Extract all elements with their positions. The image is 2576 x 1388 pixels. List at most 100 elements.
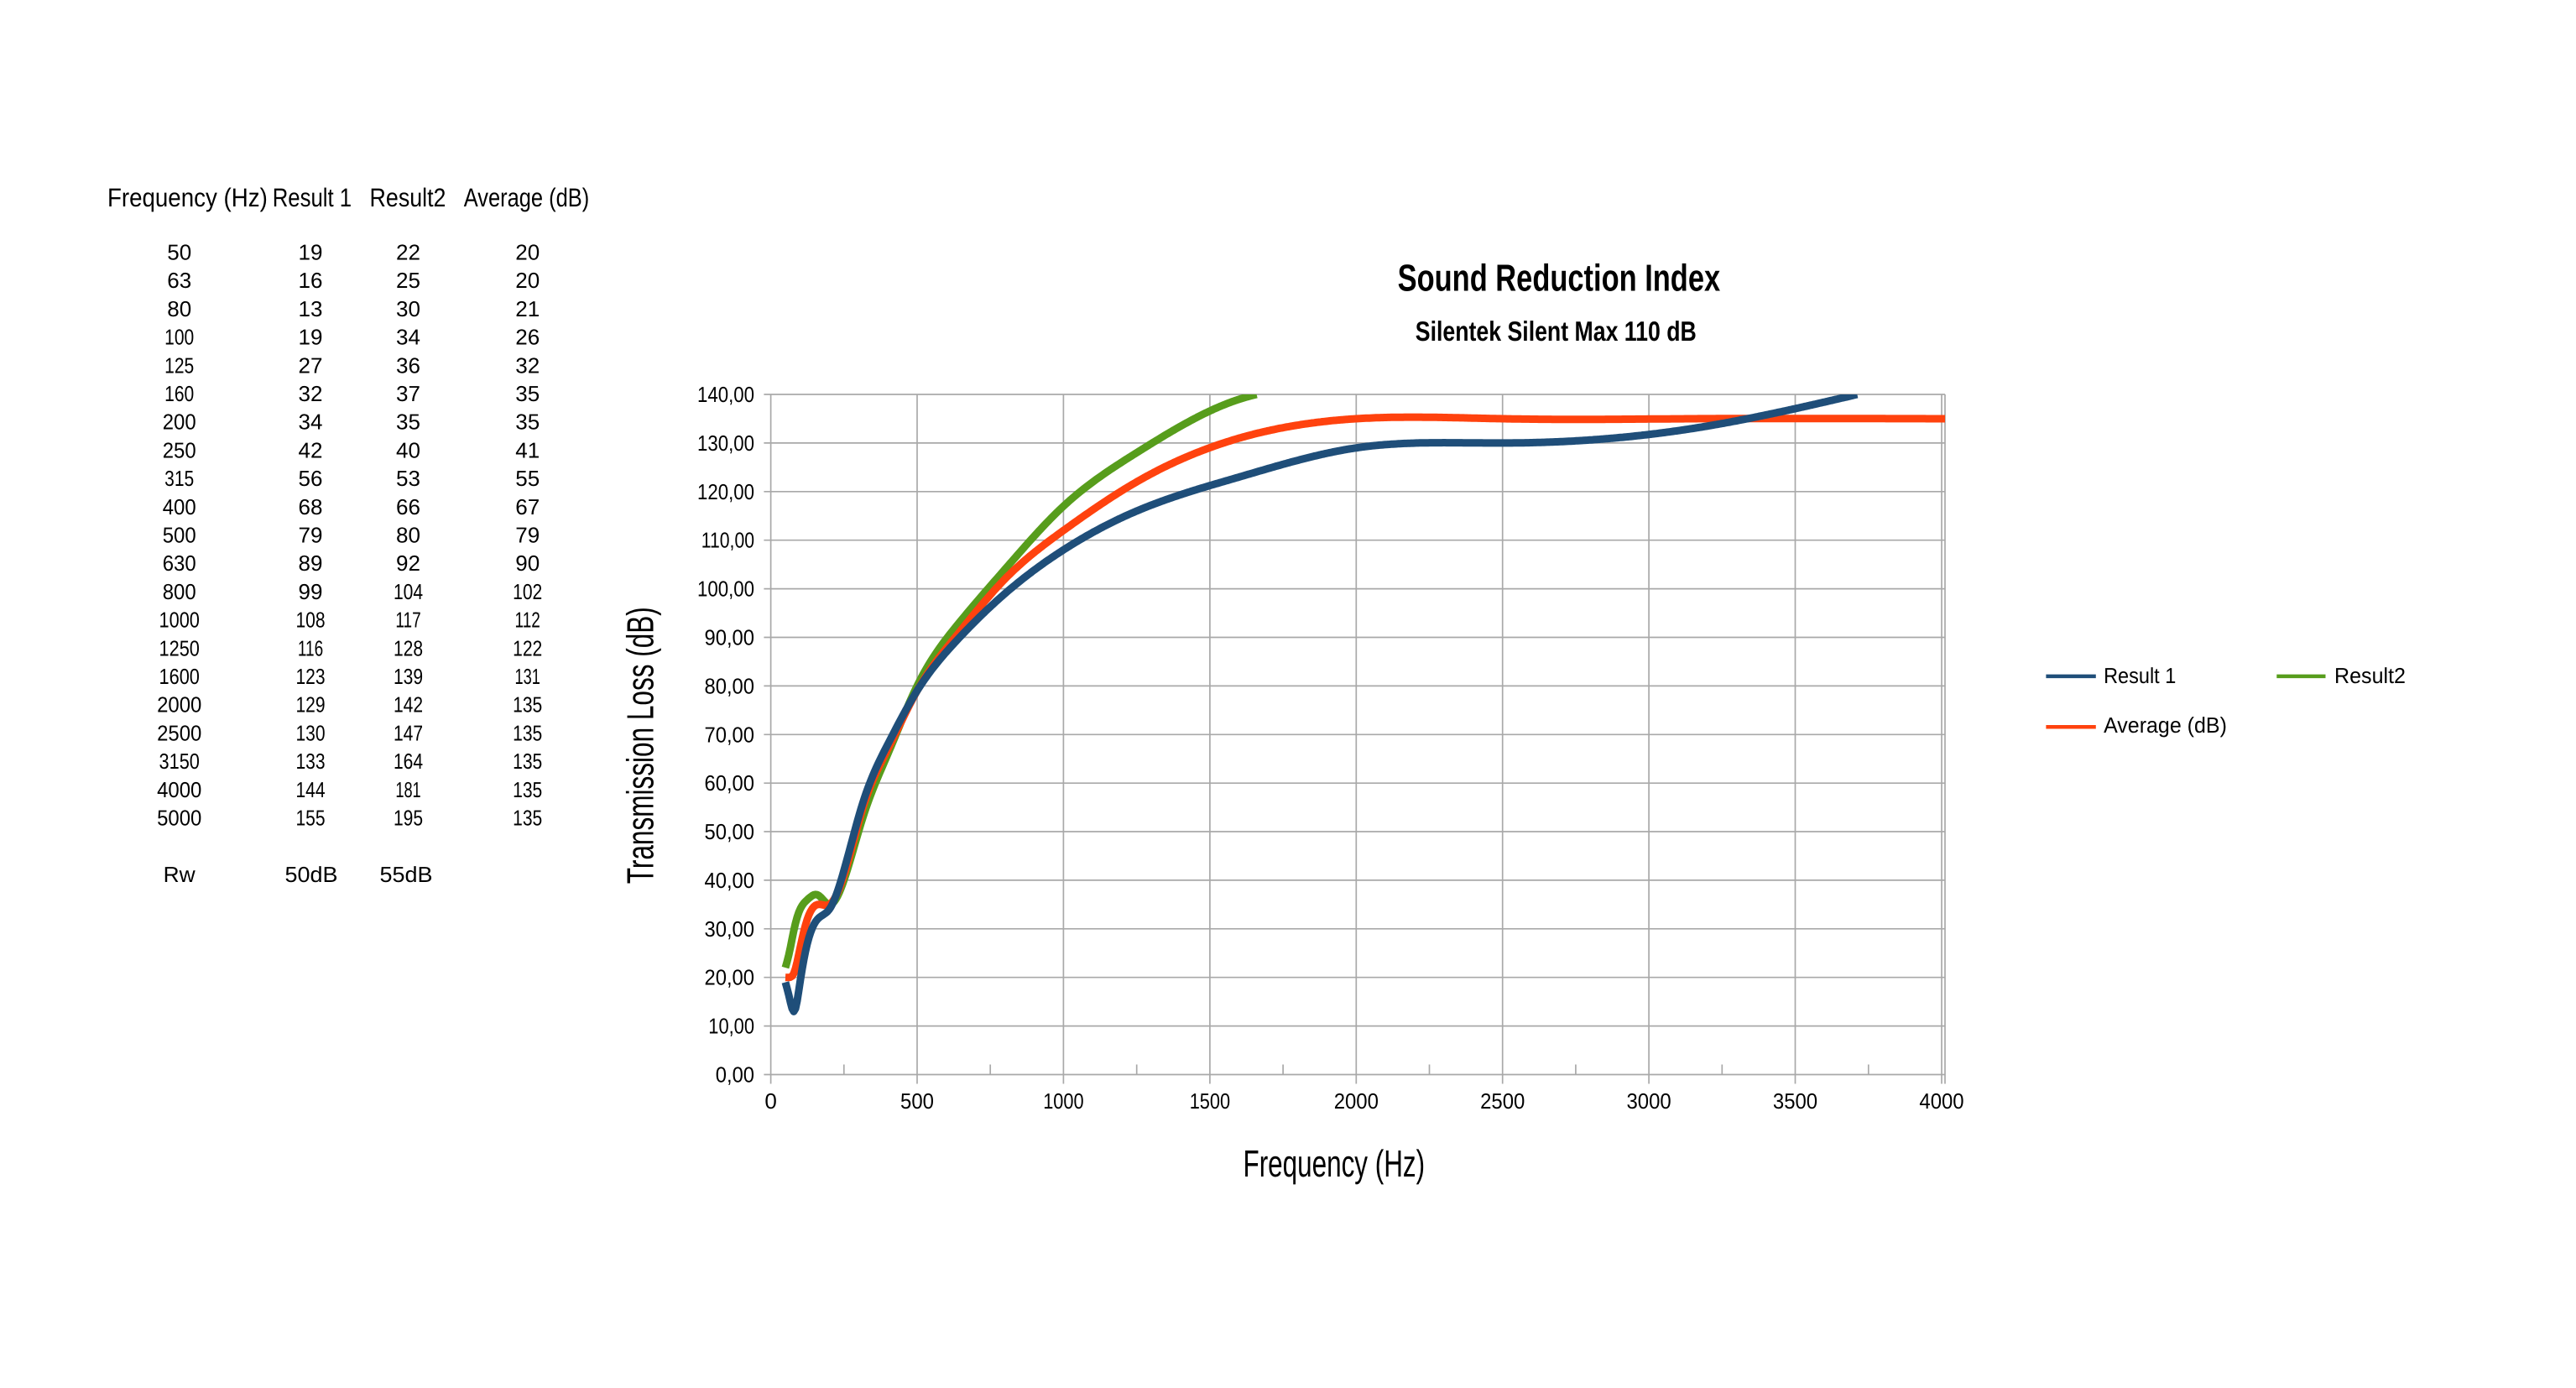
svg-text:22: 22	[396, 240, 420, 265]
svg-text:50,00: 50,00	[705, 819, 755, 844]
svg-text:Result2: Result2	[370, 183, 446, 212]
svg-text:89: 89	[299, 551, 323, 576]
svg-text:79: 79	[299, 523, 323, 548]
svg-text:Result 1: Result 1	[2104, 663, 2176, 688]
svg-text:19: 19	[299, 325, 323, 350]
svg-text:Silentek Silent Max 110 dB: Silentek Silent Max 110 dB	[1416, 316, 1697, 347]
svg-text:63: 63	[167, 268, 191, 293]
svg-text:40,00: 40,00	[705, 868, 755, 893]
svg-text:142: 142	[394, 692, 423, 717]
svg-text:30: 30	[396, 296, 420, 321]
svg-text:160: 160	[164, 381, 194, 406]
svg-text:35: 35	[396, 410, 420, 435]
svg-text:32: 32	[299, 381, 323, 406]
svg-text:135: 135	[513, 749, 542, 774]
svg-text:80: 80	[396, 523, 420, 548]
svg-text:67: 67	[515, 494, 540, 519]
svg-text:129: 129	[295, 692, 325, 717]
svg-text:500: 500	[900, 1088, 934, 1114]
svg-text:133: 133	[295, 749, 325, 774]
svg-text:1000: 1000	[159, 608, 200, 633]
svg-text:41: 41	[515, 437, 540, 462]
svg-text:400: 400	[163, 494, 196, 519]
svg-text:16: 16	[299, 268, 323, 293]
svg-text:800: 800	[163, 579, 196, 604]
svg-text:0,00: 0,00	[716, 1062, 754, 1088]
svg-text:1500: 1500	[1190, 1088, 1230, 1114]
svg-text:34: 34	[299, 410, 323, 435]
svg-text:102: 102	[513, 579, 542, 604]
svg-text:135: 135	[513, 720, 542, 745]
svg-text:116: 116	[298, 635, 323, 660]
svg-text:108: 108	[295, 608, 325, 633]
svg-text:140,00: 140,00	[697, 382, 754, 407]
svg-text:42: 42	[299, 437, 323, 462]
svg-text:19: 19	[299, 240, 323, 265]
svg-text:2500: 2500	[157, 720, 201, 745]
svg-text:200: 200	[163, 410, 196, 435]
svg-text:99: 99	[299, 579, 323, 604]
svg-text:Result2: Result2	[2334, 663, 2406, 688]
svg-text:0: 0	[764, 1088, 776, 1114]
svg-text:250: 250	[163, 437, 196, 462]
svg-text:25: 25	[396, 268, 420, 293]
svg-text:66: 66	[396, 494, 420, 519]
svg-text:1250: 1250	[159, 635, 200, 660]
svg-text:110,00: 110,00	[701, 528, 754, 553]
svg-text:90: 90	[515, 551, 540, 576]
svg-text:60,00: 60,00	[705, 770, 755, 796]
svg-text:3500: 3500	[1773, 1088, 1817, 1114]
svg-text:36: 36	[396, 352, 420, 378]
svg-text:120,00: 120,00	[697, 479, 754, 504]
svg-text:55: 55	[515, 466, 540, 491]
svg-text:26: 26	[515, 325, 540, 350]
svg-text:21: 21	[515, 296, 540, 321]
svg-text:Transmission Loss (dB): Transmission Loss (dB)	[619, 607, 662, 884]
svg-text:100,00: 100,00	[697, 577, 754, 602]
svg-text:135: 135	[513, 692, 542, 717]
svg-text:27: 27	[299, 352, 323, 378]
svg-text:2000: 2000	[157, 692, 201, 717]
svg-text:50: 50	[167, 240, 191, 265]
svg-text:10,00: 10,00	[708, 1014, 754, 1039]
svg-text:135: 135	[513, 777, 542, 802]
svg-text:130,00: 130,00	[697, 430, 754, 456]
svg-text:181: 181	[395, 777, 420, 802]
svg-text:70,00: 70,00	[705, 722, 755, 747]
svg-text:144: 144	[295, 777, 325, 802]
svg-text:2500: 2500	[1480, 1088, 1525, 1114]
svg-text:80,00: 80,00	[705, 673, 755, 698]
svg-text:32: 32	[515, 352, 540, 378]
svg-text:117: 117	[395, 608, 420, 633]
svg-text:35: 35	[515, 381, 540, 406]
svg-text:3150: 3150	[159, 749, 200, 774]
svg-text:1000: 1000	[1043, 1088, 1083, 1114]
svg-text:630: 630	[163, 551, 196, 576]
svg-text:135: 135	[513, 806, 542, 831]
svg-text:Result 1: Result 1	[273, 183, 352, 212]
svg-text:147: 147	[394, 720, 423, 745]
svg-text:53: 53	[396, 466, 420, 491]
svg-text:1600: 1600	[159, 664, 200, 689]
svg-text:13: 13	[299, 296, 323, 321]
svg-text:Frequency (Hz): Frequency (Hz)	[107, 183, 268, 212]
svg-text:Average (dB): Average (dB)	[464, 183, 590, 212]
svg-text:130: 130	[295, 720, 325, 745]
svg-text:104: 104	[394, 579, 423, 604]
svg-text:30,00: 30,00	[705, 916, 755, 942]
svg-text:195: 195	[394, 806, 423, 831]
svg-text:20: 20	[515, 268, 540, 293]
svg-text:500: 500	[163, 523, 196, 548]
svg-text:4000: 4000	[157, 777, 201, 802]
svg-text:131: 131	[515, 664, 540, 689]
svg-text:155: 155	[295, 806, 325, 831]
svg-text:Rw: Rw	[164, 862, 196, 887]
svg-text:40: 40	[396, 437, 420, 462]
svg-text:2000: 2000	[1334, 1088, 1379, 1114]
svg-text:Frequency (Hz): Frequency (Hz)	[1244, 1142, 1426, 1185]
svg-text:56: 56	[299, 466, 323, 491]
svg-text:5000: 5000	[157, 806, 201, 831]
svg-text:125: 125	[164, 352, 194, 378]
svg-text:112: 112	[515, 608, 540, 633]
svg-text:68: 68	[299, 494, 323, 519]
